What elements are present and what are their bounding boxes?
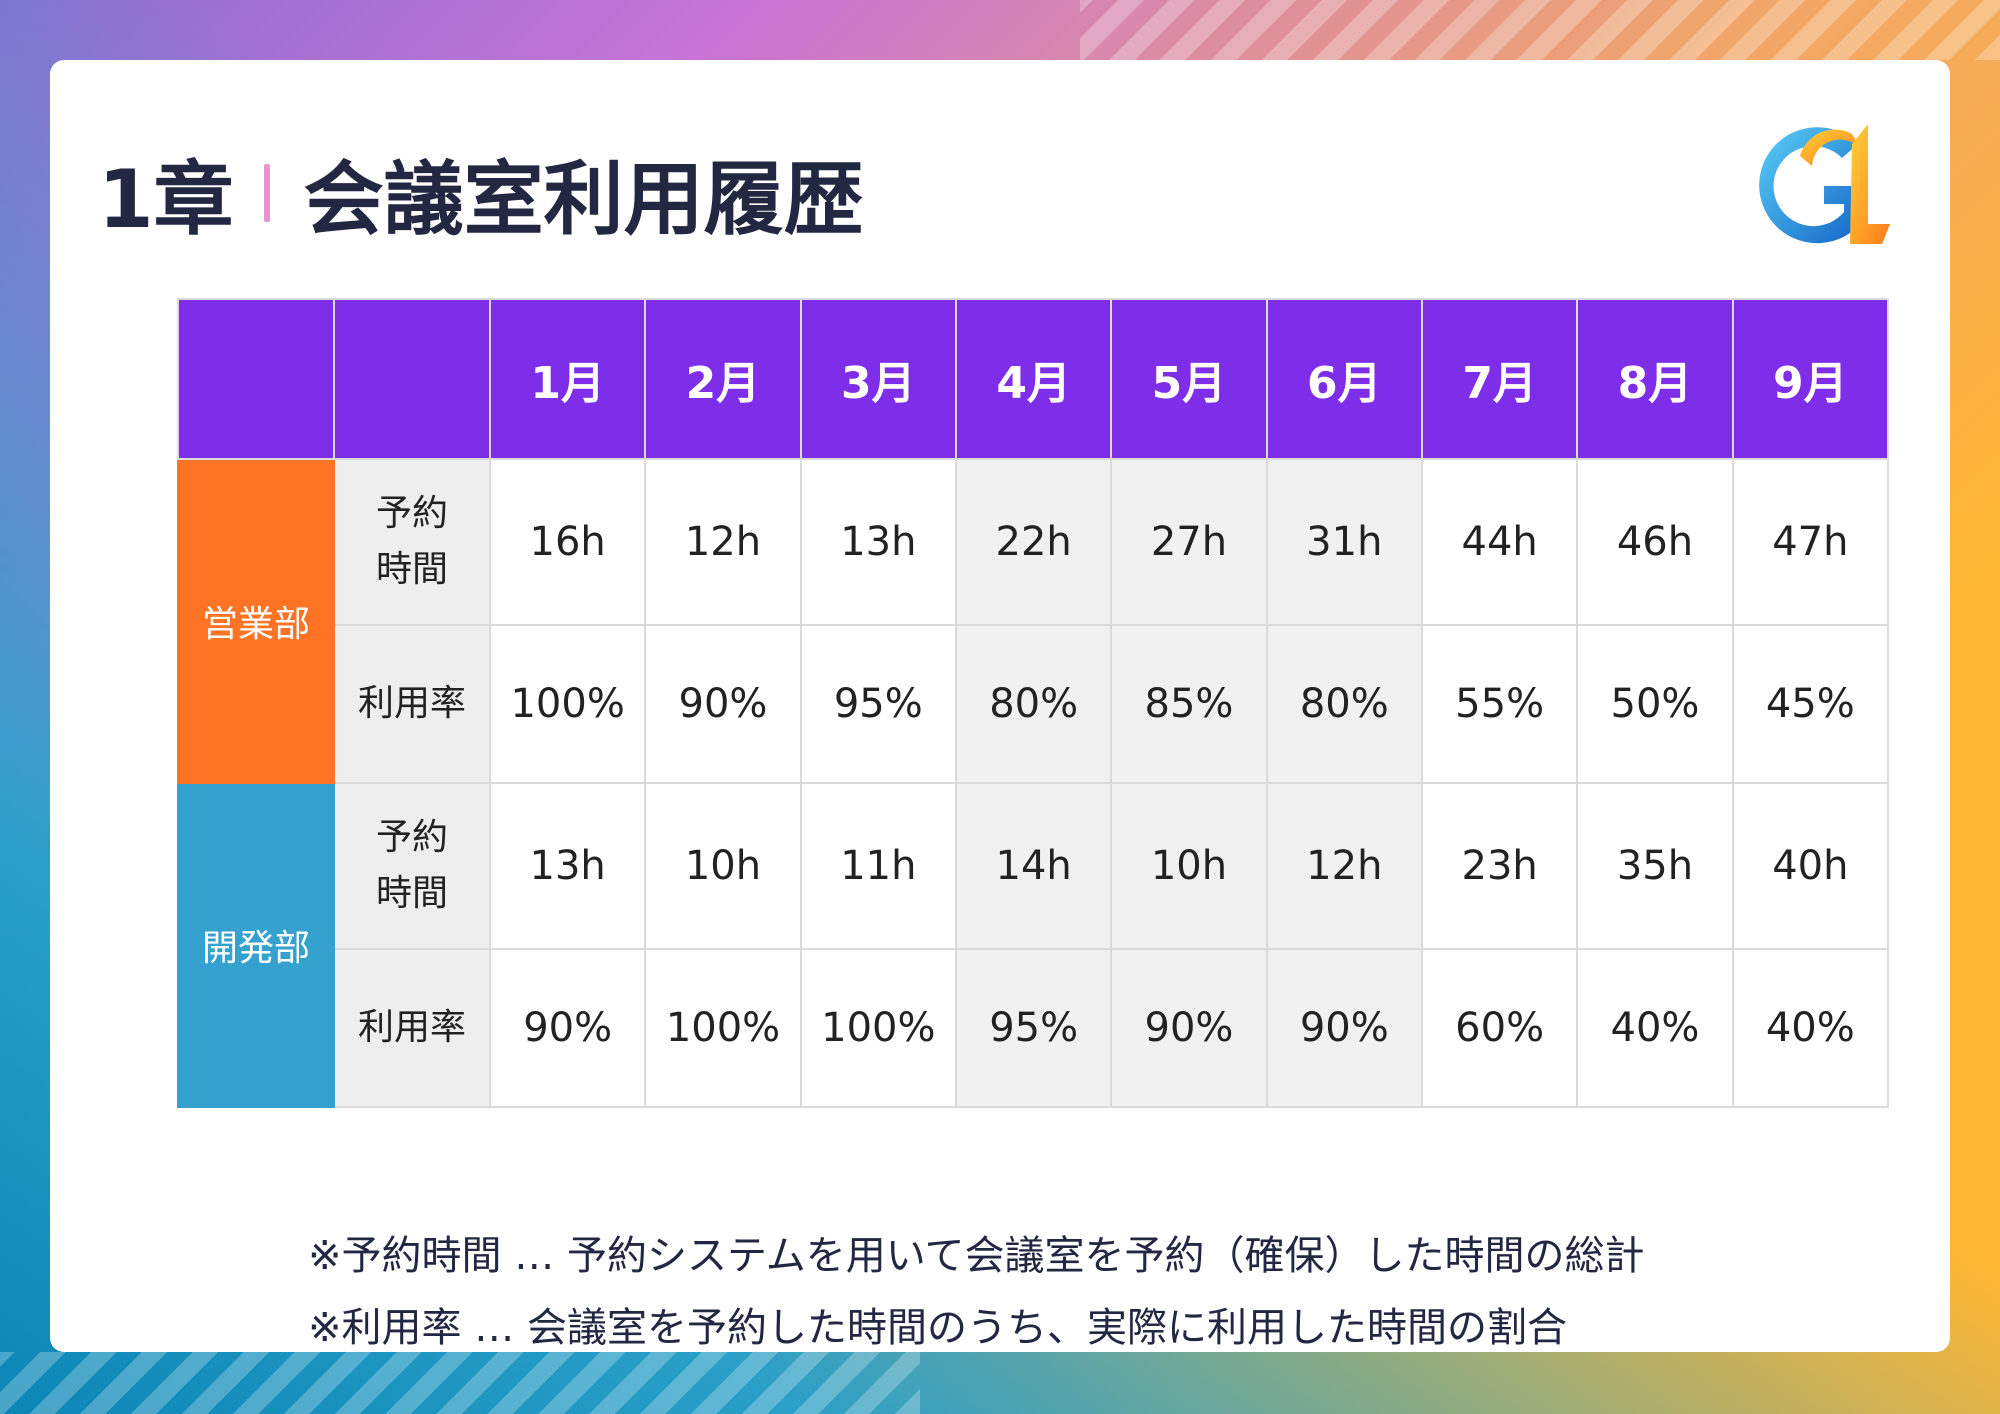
title-heading: 会議室利用履歴 [303,153,864,246]
metric-label: 利用率 [333,624,491,784]
table-cell: 100% [799,948,957,1108]
table-cell: 13h [799,458,957,626]
table-cell: 44h [1420,458,1579,626]
table-cell: 10h [644,782,802,950]
table-cell: 80% [954,624,1113,784]
chapter-label: 1章 [98,153,234,246]
usage-table: 1月 2月 3月 4月 5月 6月 7月 8月 9月 営業部 予約 時間 16h… [177,298,1890,1108]
table-cell: 95% [954,948,1113,1108]
table-row: 開発部 予約 時間 13h 10h 11h 14h 10h 12h 23h 35… [177,782,1890,1108]
table-cell: 55% [1420,624,1579,784]
table-cell: 31h [1265,458,1423,626]
table-cell: 40h [1731,782,1890,950]
department-dev: 開発部 [177,782,335,1108]
table-cell: 100% [644,948,802,1108]
table-cell: 85% [1110,624,1268,784]
metric-label: 予約 時間 [333,782,491,950]
slide-card: 1章 会議室利用履歴 1月 2月 3月 [50,60,1950,1352]
metric-label: 利用率 [333,948,491,1108]
table-cell: 50% [1576,624,1734,784]
table-cell: 14h [954,782,1113,950]
table-cell: 95% [799,624,957,784]
table-cell: 16h [488,458,647,626]
month-header: 6月 [1265,298,1423,460]
decorative-stripes-top [1080,0,2000,60]
month-header: 3月 [799,298,957,460]
footnotes: ※予約時間 … 予約システムを用いて会議室を予約（確保）した時間の総計 ※利用率… [308,1220,1645,1364]
footnote-usage-rate: ※利用率 … 会議室を予約した時間のうち、実際に利用した時間の割合 [308,1305,1567,1351]
table-cell: 45% [1731,624,1890,784]
table-cell: 90% [1110,948,1268,1108]
table-cell: 46h [1576,458,1734,626]
table-cell: 40% [1731,948,1890,1108]
table-cell: 10h [1110,782,1268,950]
metric-label-text: 予約 時間 [375,817,448,914]
decorative-stripes-bottom [0,1352,920,1414]
month-header: 2月 [644,298,802,460]
table-cell: 35h [1576,782,1734,950]
metric-label-text: 予約 時間 [375,493,448,590]
table-cell: 90% [488,948,647,1108]
month-header: 9月 [1731,298,1890,460]
table-cell: 23h [1420,782,1579,950]
table-cell: 27h [1110,458,1268,626]
table-cell: 40% [1576,948,1734,1108]
metric-label: 予約 時間 [333,458,491,626]
table-cell: 80% [1265,624,1423,784]
table-cell: 90% [1265,948,1423,1108]
page-title: 1章 会議室利用履歴 [98,138,864,248]
header-row: 1月 2月 3月 4月 5月 6月 7月 8月 9月 [177,298,1890,460]
table-cell: 100% [488,624,647,784]
table-cell: 11h [799,782,957,950]
month-header: 8月 [1576,298,1734,460]
title-separator [263,164,270,222]
table-cell: 90% [644,624,802,784]
month-header: 5月 [1110,298,1268,460]
month-header: 4月 [954,298,1113,460]
table-cell: 13h [488,782,647,950]
table-row: 利用率 100% 90% 95% 80% 85% 80% 55% 50% 45% [178,624,1890,784]
table-cell: 60% [1420,948,1579,1108]
table-cell: 47h [1731,458,1890,626]
footnote-reservation: ※予約時間 … 予約システムを用いて会議室を予約（確保）した時間の総計 [308,1233,1645,1279]
header-blank [177,298,335,460]
table-row: 利用率 90% 100% 100% 95% 90% 90% 60% 40% 40… [178,948,1890,1108]
table-row: 営業部 予約 時間 16h 12h 13h 22h 27h 31h 44h 46… [177,458,1890,784]
table-cell: 22h [954,458,1113,626]
month-header: 7月 [1420,298,1579,460]
table-cell: 12h [644,458,802,626]
table-cell: 12h [1265,782,1423,950]
month-header: 1月 [488,298,647,460]
department-sales: 営業部 [177,458,335,784]
header-blank [333,298,491,460]
gl-logo-icon [1759,124,1890,244]
